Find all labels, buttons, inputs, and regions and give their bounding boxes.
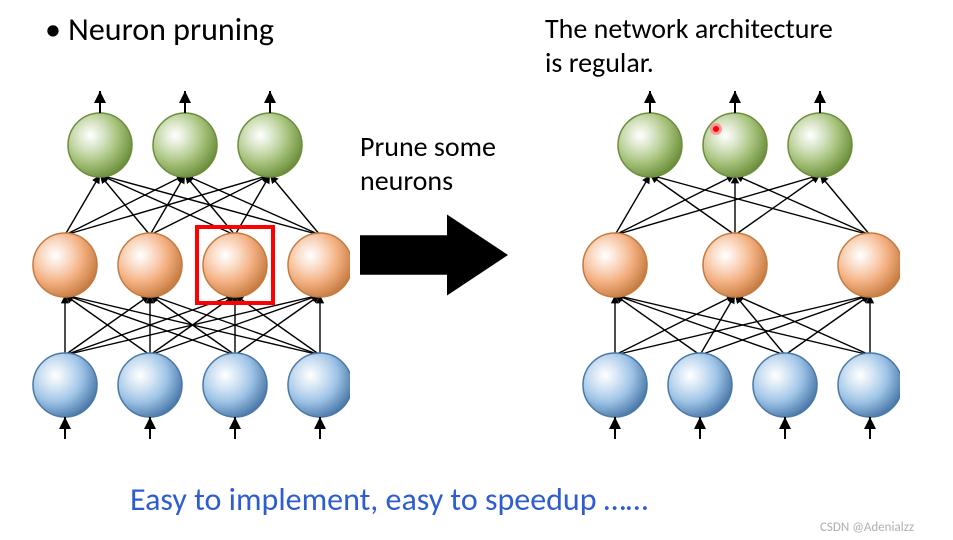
middle-line2: neurons (360, 163, 453, 198)
laser-dot-icon (709, 122, 723, 136)
bottom-text: Easy to implement, easy to speedup …… (130, 480, 648, 519)
subtitle-line1: The network architecture (545, 11, 833, 46)
middle-label: Prune some neurons (360, 130, 496, 197)
middle-line1: Prune some (360, 129, 496, 164)
title: Neuron pruning (45, 10, 274, 49)
network-right (560, 90, 900, 440)
big-arrow-icon (360, 210, 510, 300)
network-left (10, 90, 350, 440)
watermark: CSDN @Adenialzz (820, 520, 914, 535)
subtitle-line2: is regular. (545, 45, 654, 80)
subtitle: The network architecture is regular. (545, 12, 833, 79)
